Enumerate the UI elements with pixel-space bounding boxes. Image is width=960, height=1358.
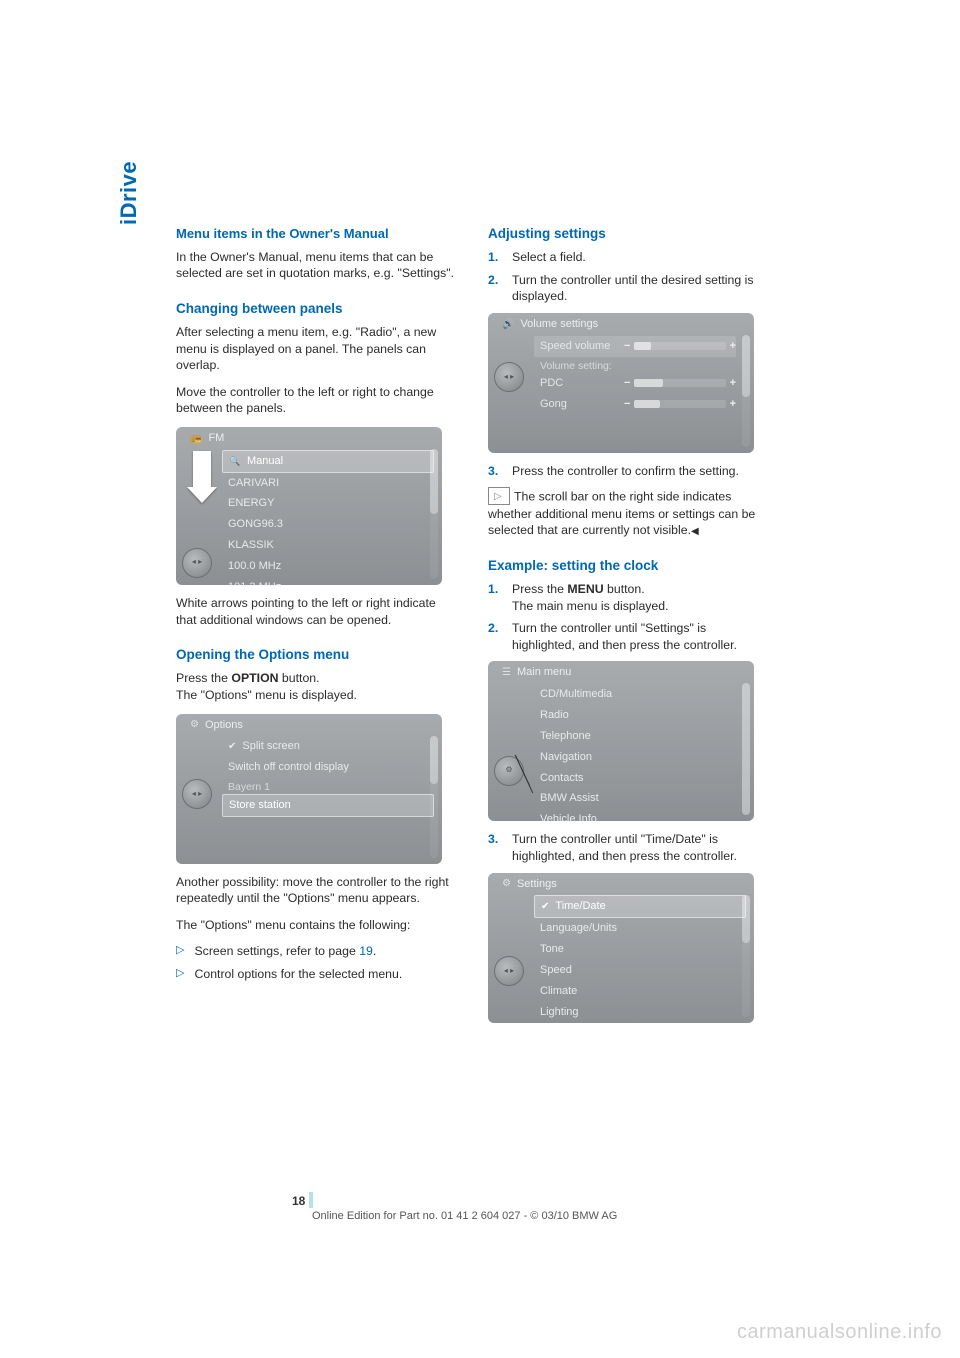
shot-title: Settings [517, 877, 557, 892]
list-item: Contacts [534, 768, 746, 789]
sec-adjusting-settings: Adjusting settings 1.Select a field. 2.T… [488, 225, 768, 539]
page-number: 18 [292, 1192, 313, 1208]
left-column: Menu items in the Owner's Manual In the … [176, 225, 456, 1041]
list-item: ✔ Time/Date [534, 895, 746, 918]
bullet-list: Screen settings, refer to page 19. Contr… [176, 943, 456, 982]
settings-screenshot: ⚙ Settings ◂ ▸ ✔ Time/Date Language/U [488, 873, 754, 1023]
fm-screenshot: 📻 FM ◂ ▸ 🔍 Manual [176, 427, 442, 585]
shot-title: Main menu [517, 665, 571, 680]
list-item: ENERGY [222, 493, 434, 514]
step: 2.Turn the controller until the desired … [488, 272, 768, 305]
list-item: Language/Units [534, 918, 746, 939]
list-item: Switch off control display [222, 757, 434, 778]
sec-setting-clock: Example: setting the clock 1. Press the … [488, 557, 768, 1023]
list-subhead: Volume setting: [534, 357, 736, 373]
list-item: Tone [534, 939, 746, 960]
list-item: Screen settings, refer to page 19. [176, 943, 456, 960]
list-item: BMW Assist [534, 788, 746, 809]
shot-title: FM [208, 431, 224, 446]
list-item: Control options for the selected menu. [176, 966, 456, 983]
check-icon: ✔ [541, 900, 549, 914]
slider: −+ [634, 379, 726, 387]
paragraph: White arrows pointing to the left or rig… [176, 595, 456, 628]
step: 2.Turn the controller until "Settings" i… [488, 620, 768, 653]
controller-dial-icon: ⚙ [494, 756, 524, 786]
menu-icon: ☰ [502, 666, 511, 680]
list-item: GONG96.3 [222, 514, 434, 535]
paragraph: Another possibility: move the controller… [176, 874, 456, 907]
slider: −+ [634, 400, 726, 408]
heading: Adjusting settings [488, 225, 768, 243]
fm-list: 🔍 Manual CARIVARI ENERGY GONG96.3 KLASSI… [218, 448, 442, 585]
note-paragraph: The scroll bar on the right side indicat… [488, 488, 768, 539]
note-icon [488, 487, 510, 505]
controller-dial-icon: ◂ ▸ [182, 548, 212, 578]
paragraph: In the Owner's Manual, menu items that c… [176, 249, 456, 282]
watermark: carmanualsonline.info [737, 1321, 942, 1344]
heading: Menu items in the Owner's Manual [176, 225, 456, 243]
list-item: Store station [222, 794, 434, 817]
list-item: Radio [534, 705, 746, 726]
list-subhead: Bayern 1 [222, 778, 434, 794]
list-item: Vehicle Info [534, 809, 746, 821]
shot-title: Options [205, 718, 243, 733]
paragraph: Move the controller to the left or right… [176, 384, 456, 417]
list-item: 🔍 Manual [222, 450, 434, 473]
slider-row: Gong −+ [534, 394, 736, 415]
check-icon: ✔ [228, 740, 236, 754]
mainmenu-screenshot: ☰ Main menu ⚙ CD/Multimedia [488, 661, 754, 821]
list-item: Climate [534, 981, 746, 1002]
list-item: KLASSIK [222, 535, 434, 556]
heading: Opening the Options menu [176, 646, 456, 664]
search-icon: 🔍 [229, 455, 241, 467]
step: 3.Turn the controller until "Time/Date" … [488, 831, 768, 864]
section-label: iDrive [116, 161, 142, 225]
controller-dial-icon: ◂ ▸ [182, 779, 212, 809]
list-item: Navigation [534, 747, 746, 768]
step: 3.Press the controller to confirm the se… [488, 463, 768, 480]
list-item: Speed [534, 960, 746, 981]
controller-dial-icon: ◂ ▸ [494, 362, 524, 392]
gear-icon: ⚙ [502, 877, 511, 891]
volume-icon: 🔊 [502, 318, 514, 332]
gear-icon: ⚙ [190, 718, 199, 732]
list-item: ✔ Split screen [222, 736, 434, 757]
sec-menu-items: Menu items in the Owner's Manual In the … [176, 225, 456, 282]
paragraph: The "Options" menu contains the followin… [176, 917, 456, 934]
radio-icon: 📻 [190, 432, 202, 446]
list-item: Telephone [534, 726, 746, 747]
list-item: CD/Multimedia [534, 684, 746, 705]
step: 1. Press the MENU button. The main menu … [488, 581, 768, 614]
footer-text: Online Edition for Part no. 01 41 2 604 … [312, 1210, 617, 1222]
right-column: Adjusting settings 1.Select a field. 2.T… [488, 225, 768, 1041]
options-screenshot: ⚙ Options ◂ ▸ ✔ Split screen Switch o [176, 714, 442, 864]
list-item: Lighting [534, 1002, 746, 1023]
volume-screenshot: 🔊 Volume settings ◂ ▸ Speed volume − [488, 313, 754, 453]
heading: Changing between panels [176, 300, 456, 318]
sec-options-menu: Opening the Options menu Press the OPTIO… [176, 646, 456, 982]
page-content: Menu items in the Owner's Manual In the … [112, 225, 852, 1041]
list-item: CARIVARI [222, 473, 434, 494]
heading: Example: setting the clock [488, 557, 768, 575]
list-item: 101.3 MHz [222, 577, 434, 585]
list-item: 100.0 MHz [222, 556, 434, 577]
sec-changing-panels: Changing between panels After selecting … [176, 300, 456, 628]
step: 1.Select a field. [488, 249, 768, 266]
slider: − + [634, 342, 726, 350]
paragraph: Press the OPTION button. The "Options" m… [176, 670, 456, 703]
paragraph: After selecting a menu item, e.g. "Radio… [176, 324, 456, 374]
slider-row: PDC −+ [534, 373, 736, 394]
shot-title: Volume settings [520, 317, 598, 332]
slider-row: Speed volume − + [534, 336, 736, 357]
controller-dial-icon: ◂ ▸ [494, 956, 524, 986]
